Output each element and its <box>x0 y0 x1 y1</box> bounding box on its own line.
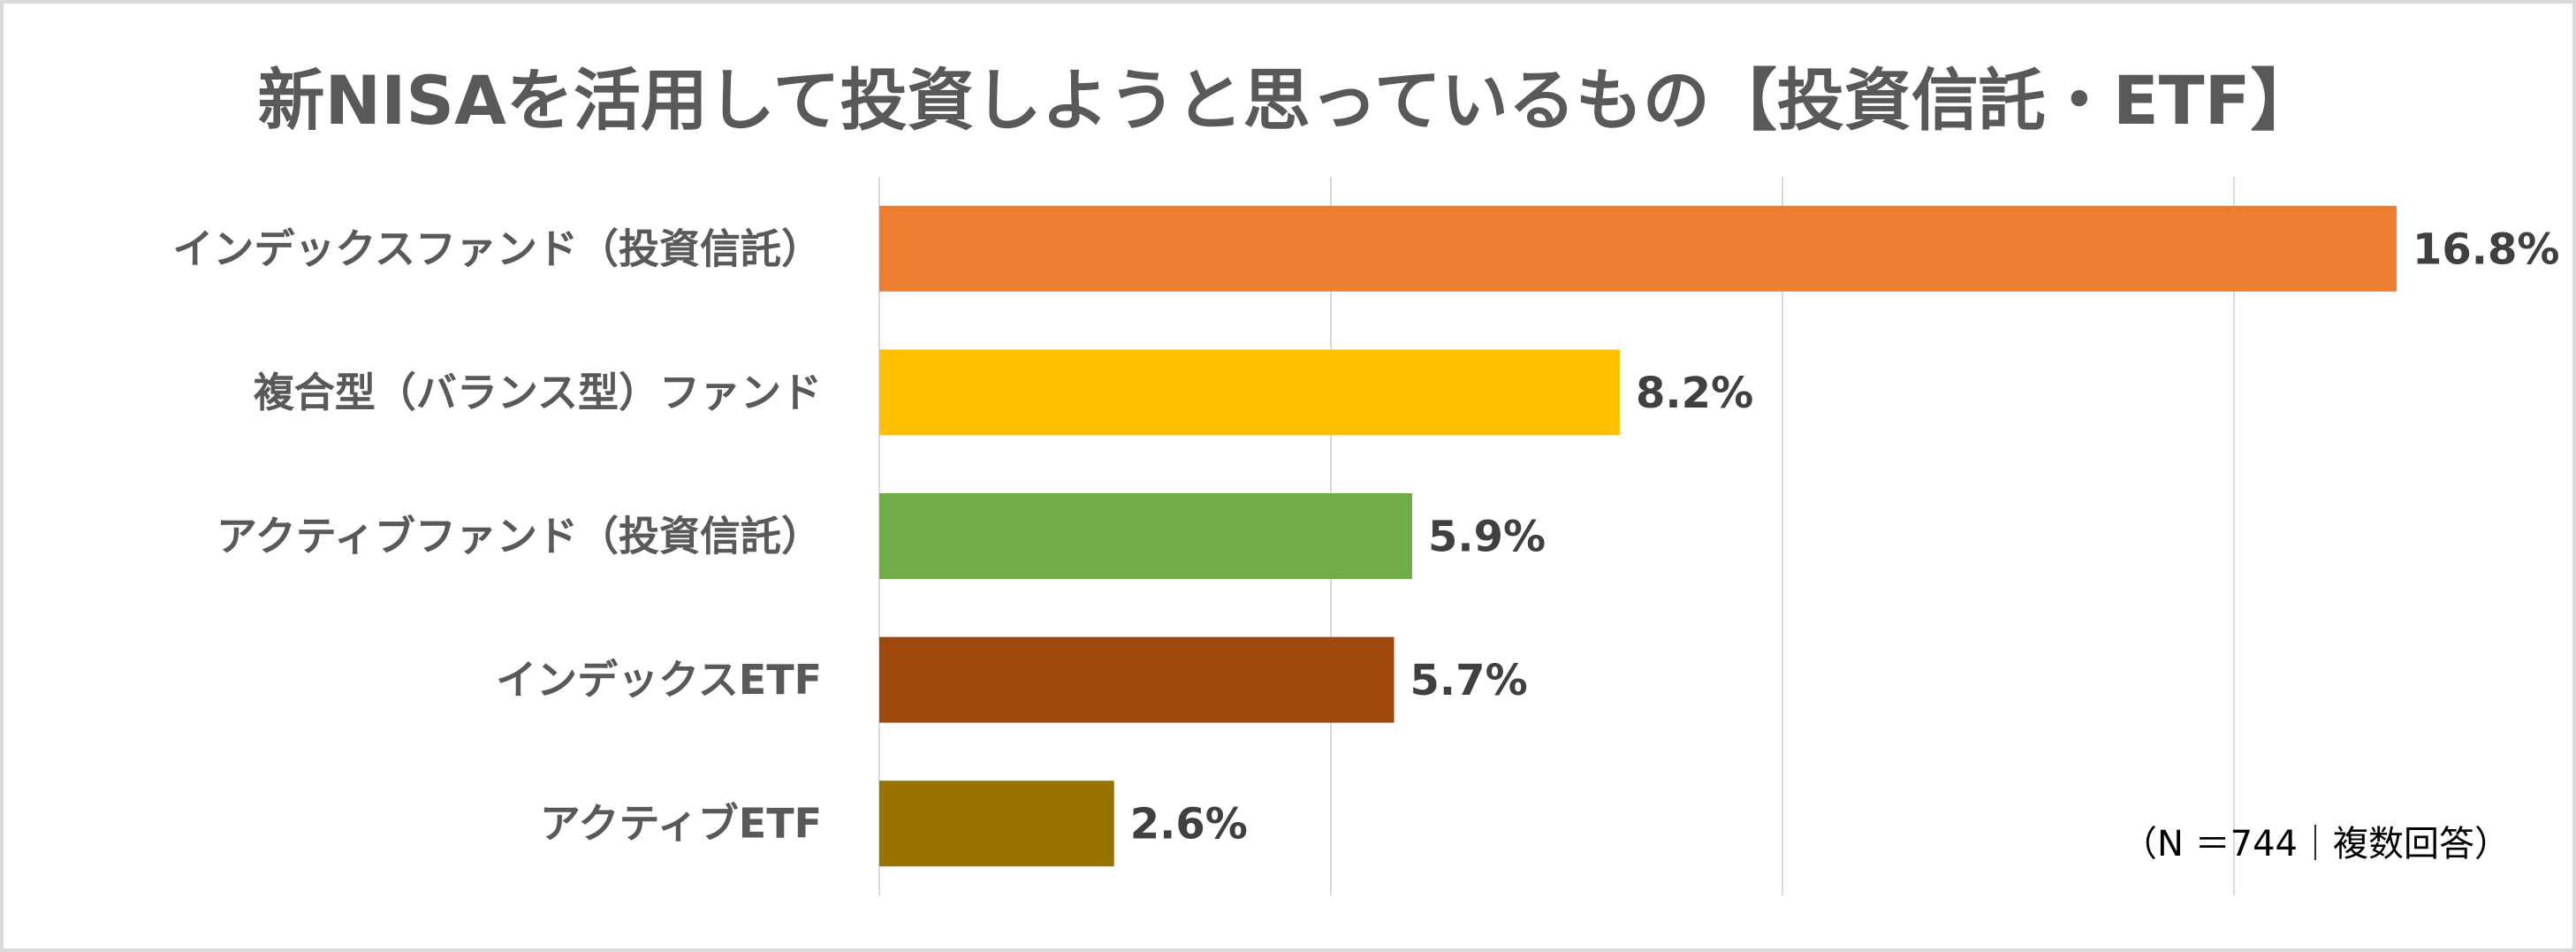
bar <box>879 349 1621 436</box>
category-label: インデックスファンド（投資信託） <box>172 225 822 272</box>
value-label: 16.8% <box>2413 225 2560 274</box>
value-label: 5.9% <box>1428 513 1546 562</box>
category-label: 複合型（バランス型）ファンド <box>254 369 822 416</box>
value-label: 2.6% <box>1130 800 1248 849</box>
value-label: 8.2% <box>1636 369 1753 418</box>
bar <box>879 205 2397 292</box>
chart-title: 新NISAを活用して投資しようと思っているもの【投資信託・ETF】 <box>257 61 2317 140</box>
value-label: 5.7% <box>1410 656 1528 705</box>
bar <box>879 781 1114 867</box>
category-label: アクティブETF <box>540 800 822 848</box>
category-label: アクティブファンド（投資信託） <box>217 513 822 560</box>
category-label: インデックスETF <box>496 656 822 704</box>
bar <box>879 493 1412 579</box>
sample-note: （N ＝744｜複数回答） <box>2122 824 2510 864</box>
bar <box>879 636 1394 723</box>
